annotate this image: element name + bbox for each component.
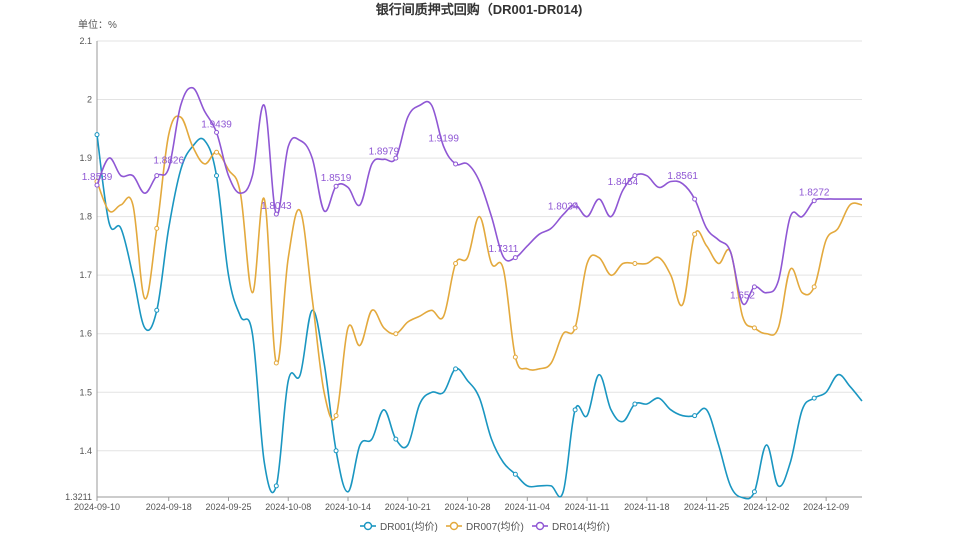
data-label: 1.8539 [82,172,113,183]
data-point [94,182,100,188]
x-tick-label: 2024-10-08 [265,502,311,512]
series-DR007(均价) [94,115,863,421]
gridlines [97,40,862,498]
x-tick-label: 2024-12-09 [803,502,849,512]
x-tick-label: 2024-11-18 [624,502,669,512]
data-point [811,198,817,204]
data-label: 1.8519 [321,173,352,184]
data-point [273,211,279,217]
data-point [154,307,160,313]
data-point [393,436,399,442]
data-point [572,407,578,413]
data-point [214,173,220,179]
data-point [632,173,638,179]
data-point [692,413,698,419]
data-label: 1.8979 [369,146,400,157]
data-label: 1.8454 [608,177,639,188]
data-point [333,448,339,454]
legend-marker [363,521,373,531]
series-line [96,115,863,421]
x-tick-label: 2024-10-14 [325,502,371,512]
data-label: 1.8561 [667,171,698,182]
data-point [811,395,817,401]
data-label: 1.8034 [548,202,579,213]
series-DR001(均价) [94,132,863,500]
axes: 1.3211 1.4 1.5 1.6 1.7 1.8 1.9 2 2.1 2024-09-10 20… [65,36,862,512]
data-label: 1.9439 [201,119,232,130]
data-point [154,173,160,179]
data-label: 1.9199 [428,133,459,144]
x-tick-label: 2024-10-21 [385,502,431,512]
y-tick-label: 1.6 [79,329,92,339]
data-point [751,489,757,495]
y-tick-label: 1.5 [79,387,92,397]
data-point [453,366,459,372]
data-point [692,196,698,202]
data-label: 1.8826 [153,155,184,166]
legend-label: DR001(均价) [380,521,438,533]
data-point [632,260,638,266]
legend-item[interactable]: DR014(均价) [532,521,610,533]
data-point [94,132,100,138]
x-tick-label: 2024-11-11 [565,502,610,512]
legend-item[interactable]: DR001(均价) [360,521,438,533]
data-point [453,161,459,167]
data-point [512,471,518,477]
y-tick-label: 1.9 [79,153,92,163]
legend-item[interactable]: DR007(均价) [446,521,524,533]
series-lines [94,86,863,500]
data-point [393,155,399,161]
x-tick-label: 2024-09-18 [146,502,192,512]
data-point [632,401,638,407]
x-tick-label: 2024-12-02 [743,502,789,512]
chart-title: 银行间质押式回购（DR001-DR014) [376,2,583,17]
y-tick-label: 1.4 [79,446,92,456]
y-tick-label: 1.7 [79,270,92,280]
data-point [154,225,160,231]
data-point [273,483,279,489]
x-tick-label: 2024-11-04 [505,502,550,512]
series-DR014(均价) [94,86,862,306]
series-line [96,134,863,500]
data-point [751,284,757,290]
data-label: 1.652 [730,290,755,301]
legend-marker [449,521,459,531]
y-tick-label: 1.3211 [65,492,92,502]
x-tick-label: 2024-09-10 [74,502,120,512]
data-point [572,325,578,331]
data-point [333,183,339,189]
legend-label: DR014(均价) [552,521,610,533]
data-point [751,325,757,331]
data-label: 1.8272 [799,188,830,199]
data-point [214,129,220,135]
x-tick-label: 2024-11-25 [684,502,729,512]
data-labels: 1.85391.88261.94391.80431.85191.89791.91… [82,119,830,301]
data-label: 1.8043 [261,201,292,212]
y-tick-label: 2.1 [79,36,92,46]
data-point [512,354,518,360]
data-point [692,231,698,237]
data-point [214,149,220,155]
data-point [811,284,817,290]
legend-marker [535,521,545,531]
data-point [572,202,578,208]
legend-label: DR007(均价) [466,521,524,533]
data-point [393,331,399,337]
series-line [96,86,862,306]
x-tick-label: 2024-09-25 [205,502,251,512]
data-point [453,260,459,266]
x-tick-label: 2024-10-28 [445,502,491,512]
y-tick-label: 1.8 [79,212,92,222]
y-tick-label: 2 [87,95,92,105]
data-label: 1.7311 [488,244,518,255]
data-point [333,413,339,419]
data-point [512,255,518,261]
legend[interactable]: DR001(均价) DR007(均价) DR014(均价) [360,521,610,533]
data-point [273,360,279,366]
unit-label: 单位：% [78,18,117,31]
